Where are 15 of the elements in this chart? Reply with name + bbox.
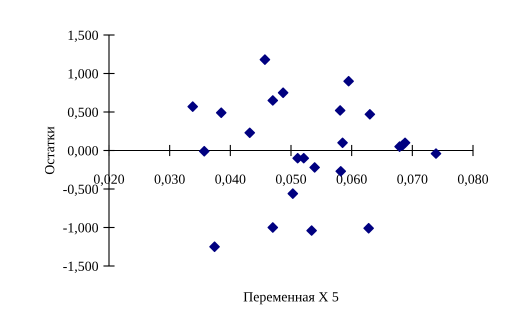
x-tick-label: 0,060 bbox=[336, 174, 367, 186]
x-tick-label: 0,080 bbox=[458, 174, 488, 186]
y-tick-label: 1,000 bbox=[68, 69, 98, 80]
y-tick-label: -0,500 bbox=[63, 184, 98, 196]
x-tick-label: 0,050 bbox=[276, 174, 306, 186]
y-tick-label: 0,000 bbox=[68, 146, 98, 158]
y-tick-label: 0,500 bbox=[68, 108, 98, 119]
y-tick-label: -1,500 bbox=[63, 262, 98, 273]
x-axis-title: Переменная X 5 bbox=[244, 292, 338, 304]
x-tick-label: 0,030 bbox=[154, 174, 185, 186]
y-tick-label: -1,000 bbox=[63, 223, 98, 234]
y-tick-label: 1,500 bbox=[68, 30, 98, 42]
y-axis-title: Остатки bbox=[45, 126, 54, 174]
x-tick-label: 0,070 bbox=[397, 174, 428, 186]
x-tick-label: 0,040 bbox=[215, 174, 246, 186]
